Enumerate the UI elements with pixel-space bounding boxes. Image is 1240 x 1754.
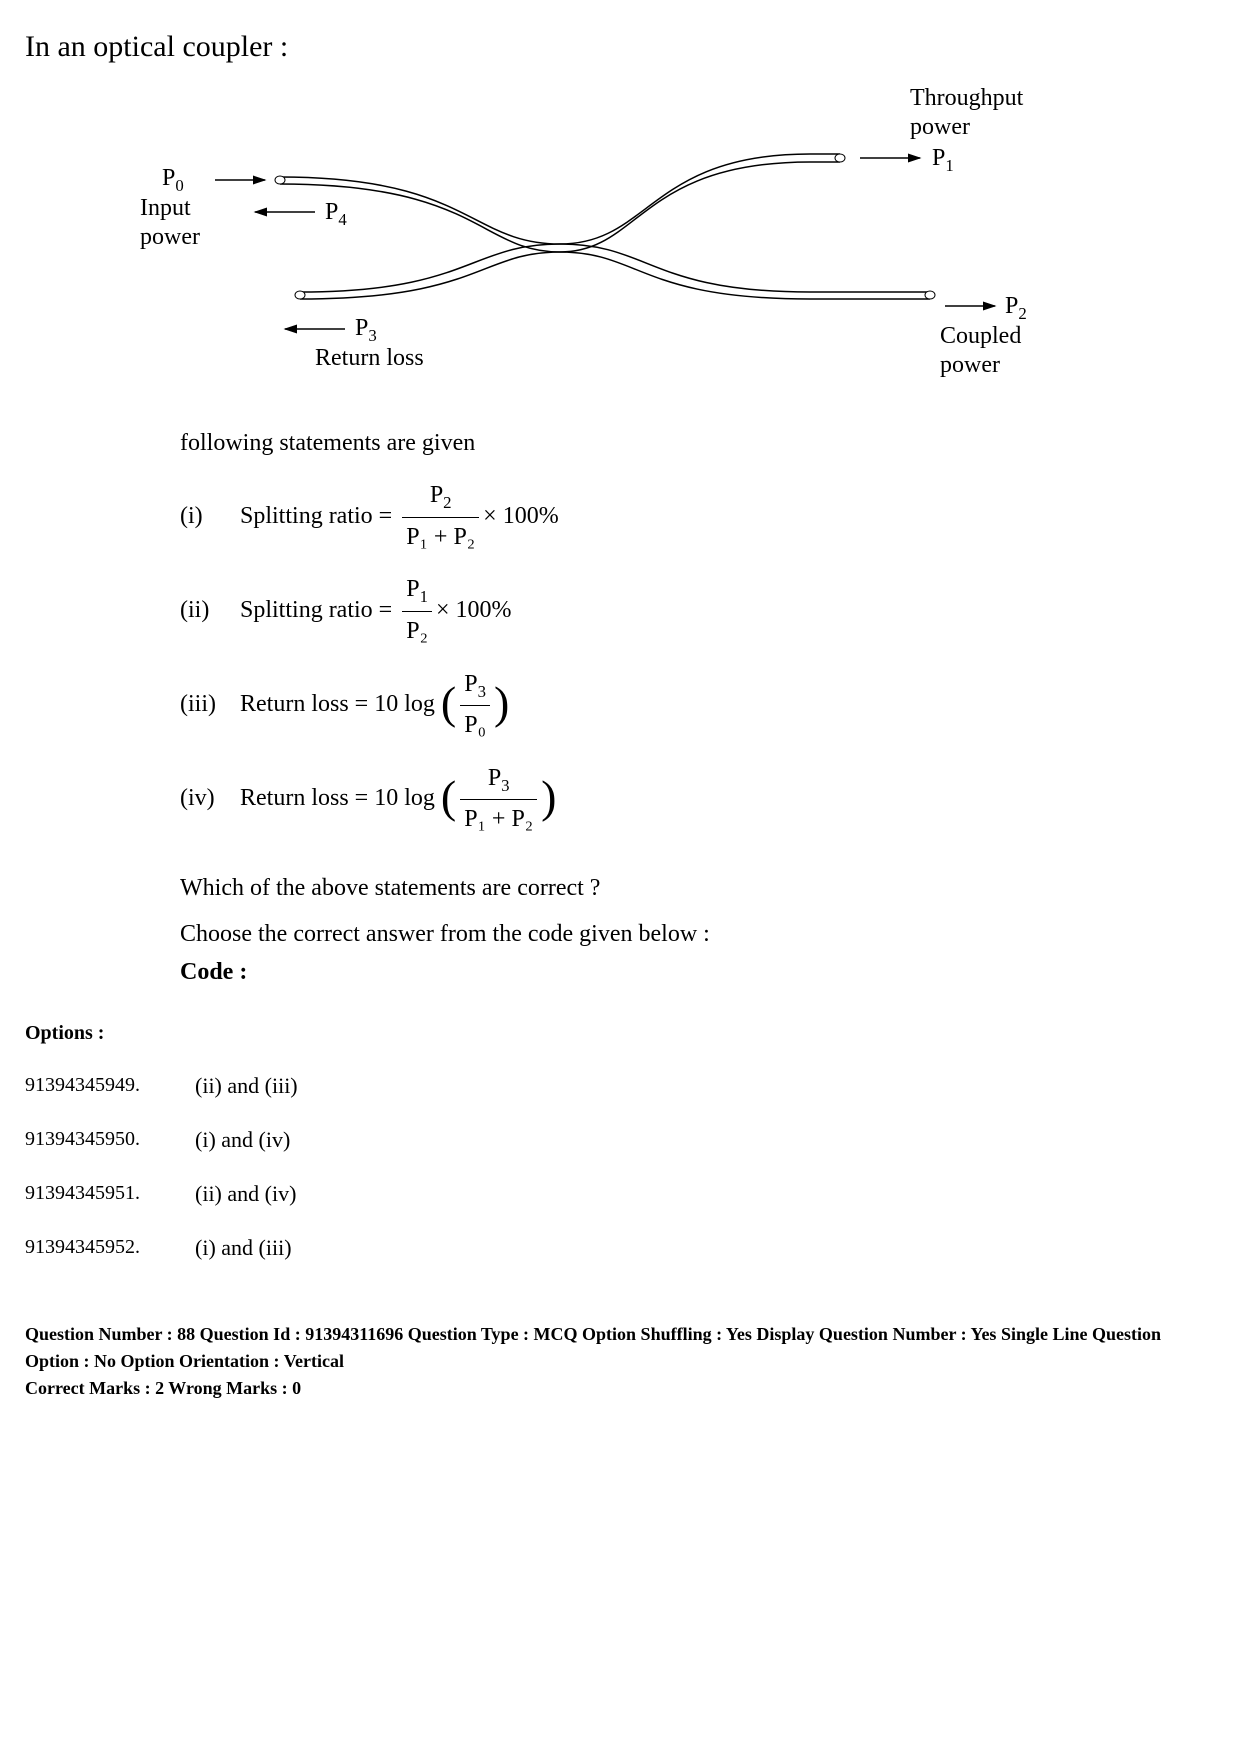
label-p4: P4 [325, 198, 347, 230]
label-coupled-power: Coupled power [940, 322, 1021, 380]
label-input-power: Input power [140, 194, 200, 252]
footer-line1: Question Number : 88 Question Id : 91394… [25, 1321, 1215, 1375]
option-text: (i) and (iv) [195, 1127, 290, 1153]
statement-i: (i) Splitting ratio = P2 P₁ + P₂ × 100% [180, 476, 1215, 556]
stmt-label: Return loss = 10 log [240, 685, 435, 723]
options-header: Options : [25, 1022, 1215, 1045]
label-p3: P3 [355, 314, 377, 346]
code-label: Code : [180, 953, 1215, 991]
option-id: 91394345949. [25, 1074, 195, 1097]
fraction: P3 P₁ + P₂ [460, 759, 537, 839]
label-return-loss: Return loss [315, 344, 424, 373]
option-row[interactable]: 91394345951. (ii) and (iv) [25, 1181, 1215, 1207]
option-row[interactable]: 91394345952. (i) and (iii) [25, 1235, 1215, 1261]
fraction: P2 P₁ + P₂ [402, 476, 479, 556]
stmt-num: (ii) [180, 591, 240, 629]
label-p0: P0 [162, 164, 184, 196]
option-id: 91394345950. [25, 1128, 195, 1151]
statements-block: following statements are given (i) Split… [180, 424, 1215, 992]
question-choose: Choose the correct answer from the code … [180, 915, 1215, 953]
options-section: Options : 91394345949. (ii) and (iii) 91… [25, 1022, 1215, 1261]
question-title: In an optical coupler : [25, 30, 1215, 64]
stmt-suffix: × 100% [483, 497, 559, 535]
footer-line2: Correct Marks : 2 Wrong Marks : 0 [25, 1375, 1215, 1402]
label-p1: P1 [932, 144, 954, 176]
question-which: Which of the above statements are correc… [180, 869, 1215, 907]
stmt-suffix: × 100% [436, 591, 512, 629]
option-row[interactable]: 91394345950. (i) and (iv) [25, 1127, 1215, 1153]
fraction: P3 P₀ [460, 665, 490, 745]
statements-intro: following statements are given [180, 424, 1215, 462]
stmt-num: (i) [180, 497, 240, 535]
option-text: (ii) and (iv) [195, 1181, 296, 1207]
option-text: (ii) and (iii) [195, 1073, 298, 1099]
stmt-label: Splitting ratio = [240, 591, 392, 629]
stmt-num: (iii) [180, 685, 240, 723]
stmt-label: Return loss = 10 log [240, 779, 435, 817]
footer-meta: Question Number : 88 Question Id : 91394… [25, 1321, 1215, 1402]
stmt-label: Splitting ratio = [240, 497, 392, 535]
option-text: (i) and (iii) [195, 1235, 292, 1261]
statement-iii: (iii) Return loss = 10 log ( P3 P₀ ) [180, 665, 1215, 745]
statement-ii: (ii) Splitting ratio = P1 P₂ × 100% [180, 570, 1215, 650]
optical-coupler-diagram: P0 Input power P4 P3 Return loss Through… [120, 74, 1120, 384]
fraction: P1 P₂ [402, 570, 432, 650]
statement-iv: (iv) Return loss = 10 log ( P3 P₁ + P₂ ) [180, 759, 1215, 839]
stmt-num: (iv) [180, 779, 240, 817]
option-id: 91394345952. [25, 1236, 195, 1259]
option-row[interactable]: 91394345949. (ii) and (iii) [25, 1073, 1215, 1099]
label-p2: P2 [1005, 292, 1027, 324]
label-throughput-power: Throughput power [910, 84, 1023, 142]
option-id: 91394345951. [25, 1182, 195, 1205]
